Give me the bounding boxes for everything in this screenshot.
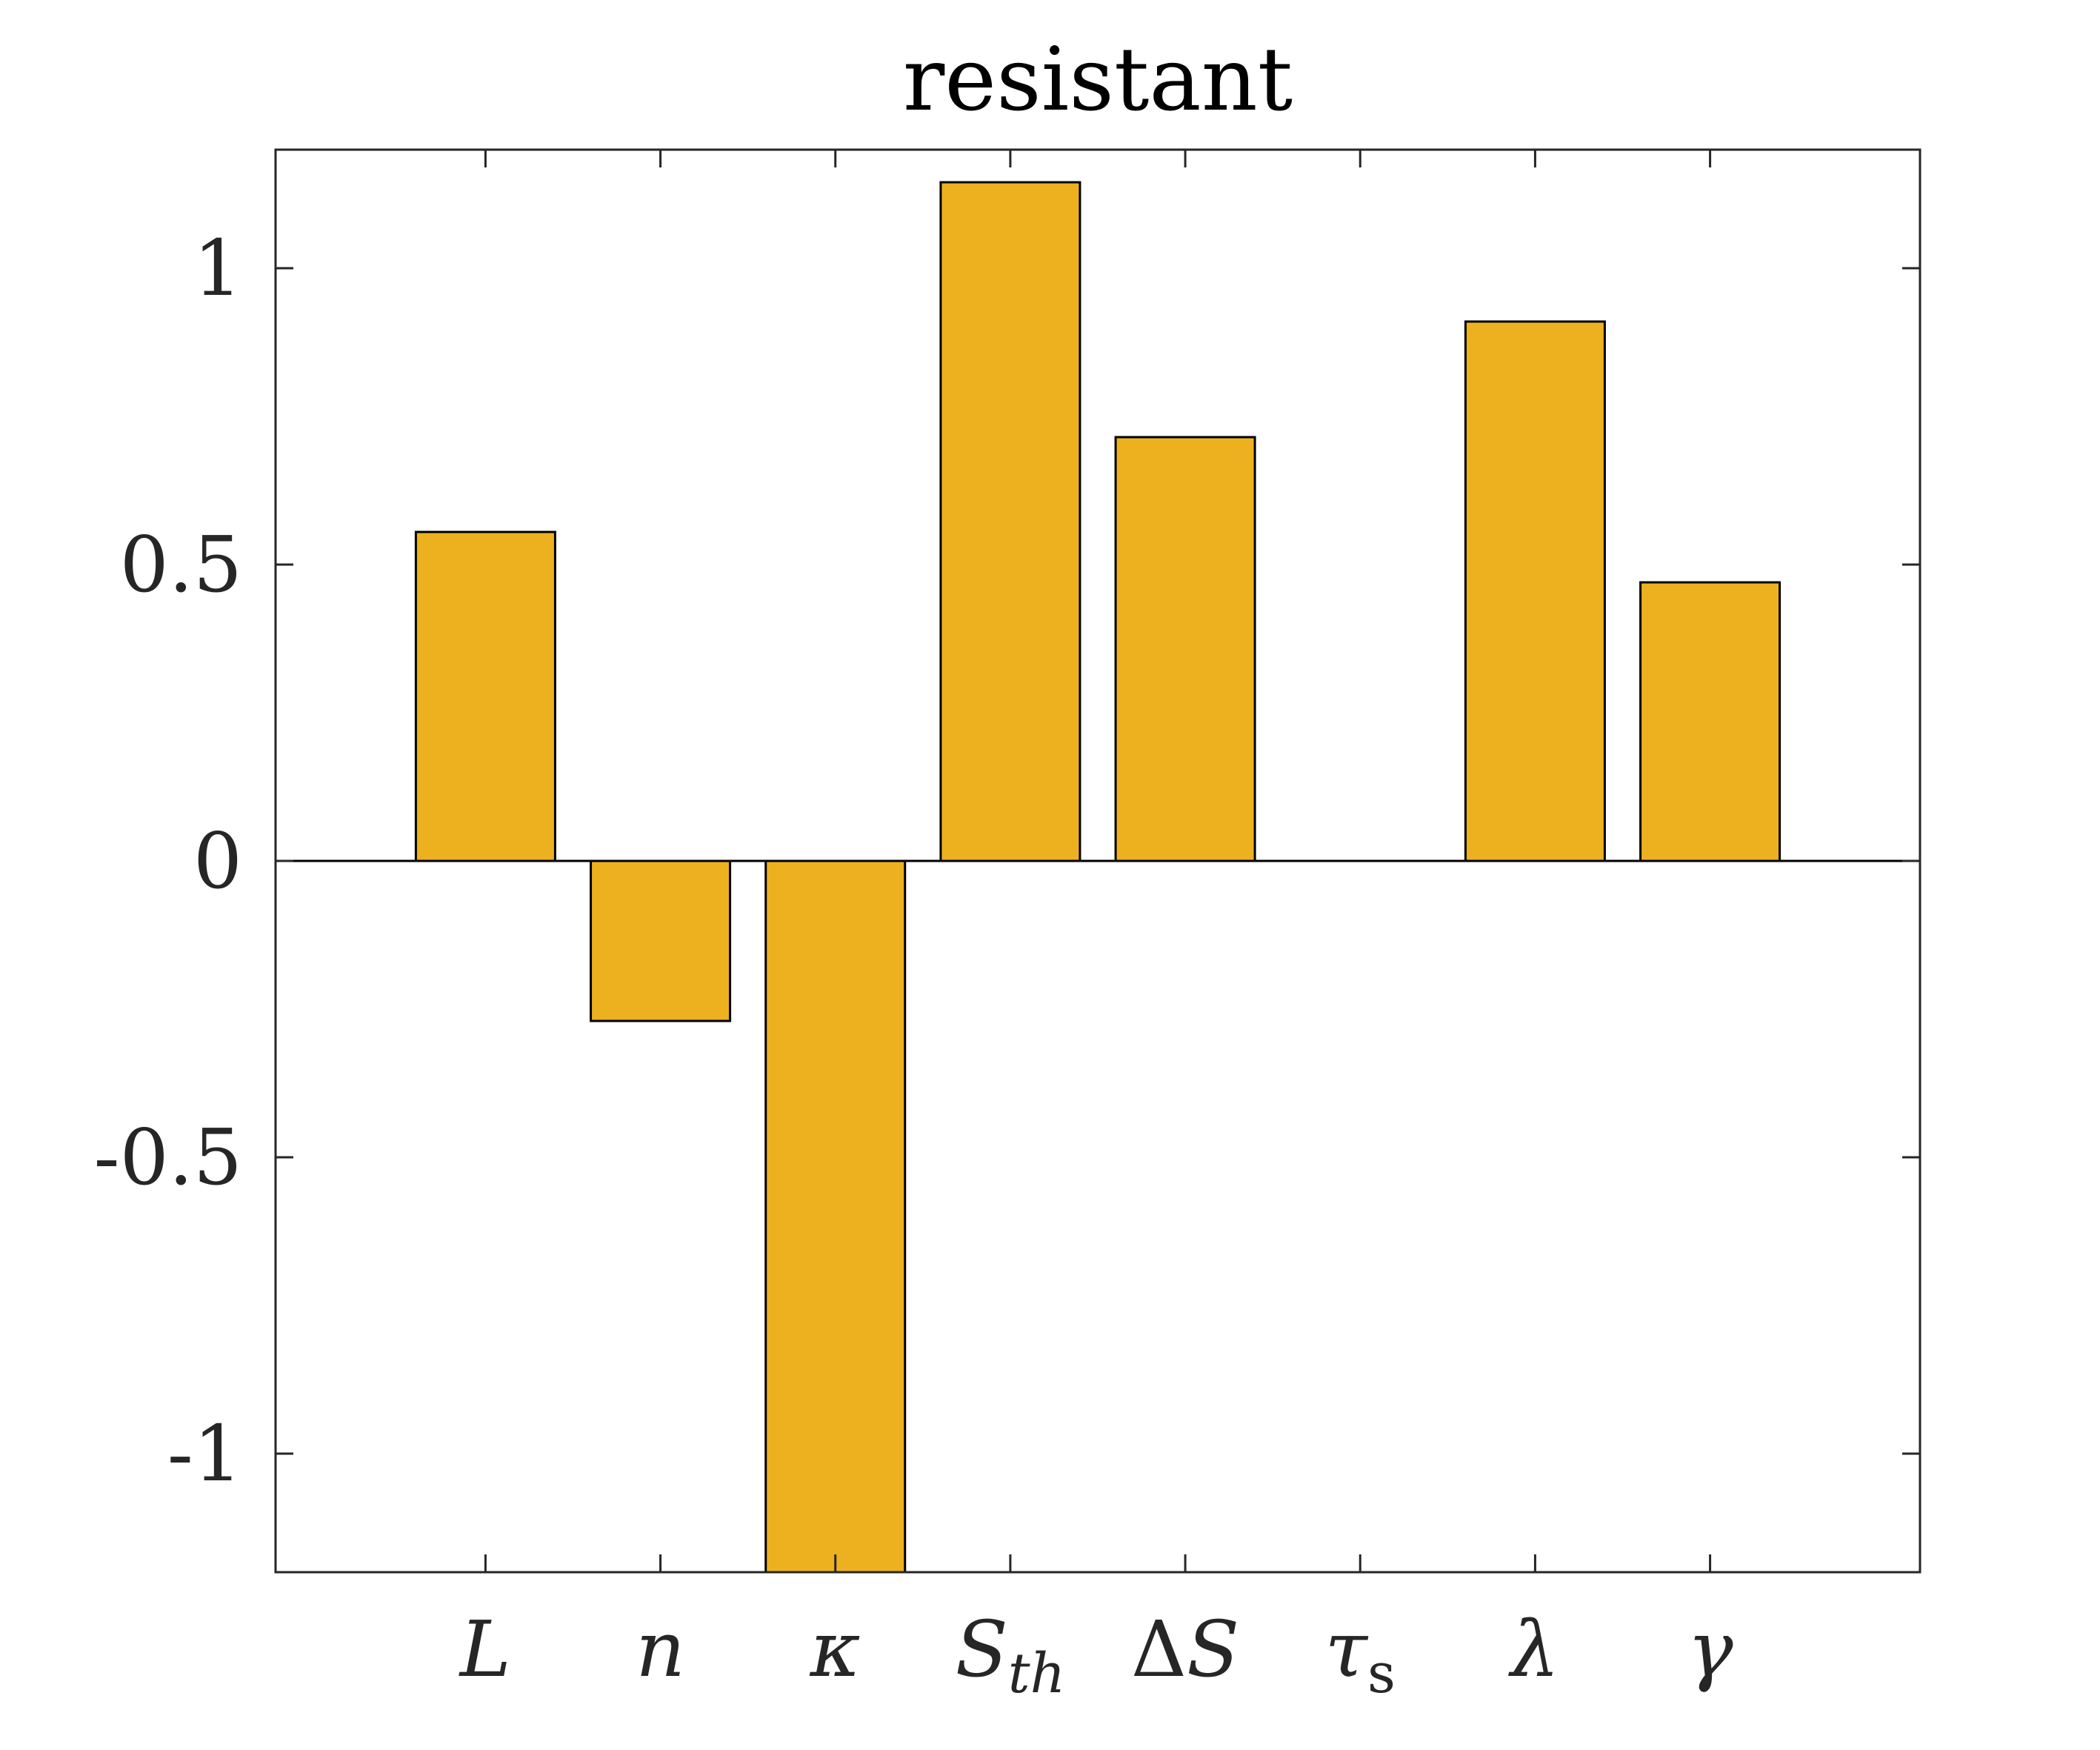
x-tick-label: L bbox=[459, 1604, 511, 1694]
bar-2 bbox=[590, 859, 732, 1022]
x-tick-label: κ bbox=[810, 1604, 861, 1694]
y-tick-label: -0.5 bbox=[93, 1112, 242, 1202]
x-tick-label: λ bbox=[1507, 1604, 1559, 1694]
y-tick-label: 1 bbox=[193, 223, 242, 313]
x-tick-label: γ bbox=[1687, 1604, 1734, 1694]
x-tick-label: Sth bbox=[956, 1604, 1066, 1706]
x-tick-label: n bbox=[636, 1604, 685, 1694]
bars-group bbox=[414, 181, 1781, 1574]
bar-4 bbox=[939, 181, 1081, 862]
bar-8 bbox=[1639, 581, 1781, 862]
bar-1 bbox=[414, 530, 556, 862]
x-tick-label: ΔS bbox=[1131, 1604, 1239, 1694]
y-ticks-group: -1 -0.5 0 0.5 1 bbox=[93, 223, 1920, 1499]
y-tick-label: 0.5 bbox=[120, 519, 242, 610]
bar-7 bbox=[1464, 320, 1606, 862]
y-tick-label: 0 bbox=[193, 816, 242, 906]
x-tick-label: τs bbox=[1324, 1604, 1396, 1706]
y-tick-label: -1 bbox=[167, 1408, 242, 1499]
chart-title: resistant bbox=[903, 28, 1293, 130]
bar-5 bbox=[1114, 436, 1256, 862]
bar-3 bbox=[764, 859, 907, 1574]
